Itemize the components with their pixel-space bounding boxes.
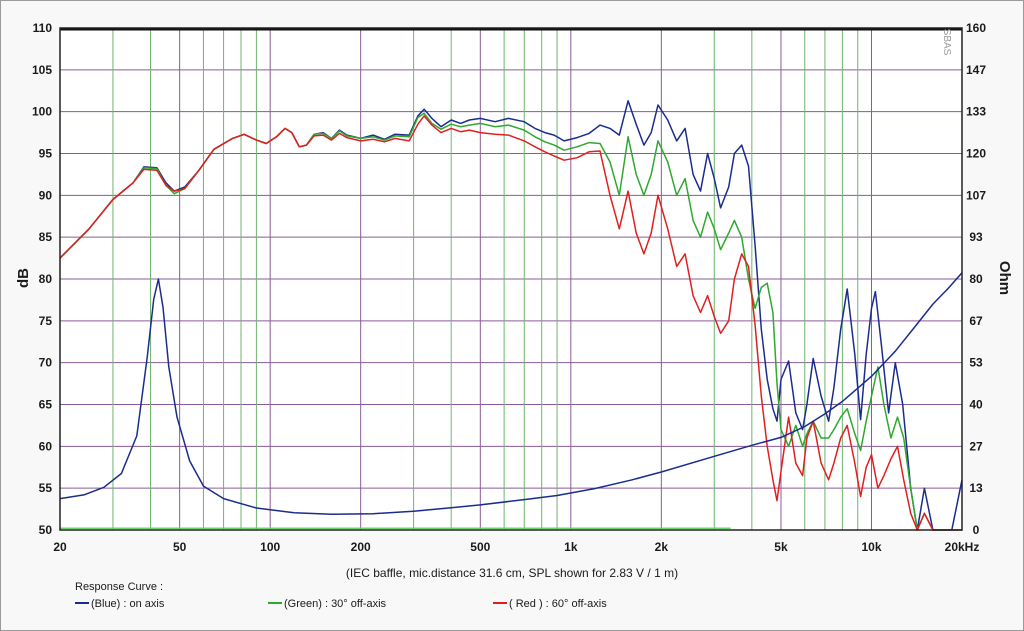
x-tick-label: 1k [564,540,578,554]
x-tick-label: 2k [655,540,669,554]
grid [59,27,963,531]
y2-tick-label: 40 [969,398,983,412]
tick-labels: 20 50 100 200 500 1k 2k 5k 10k 20kHz5055606570758… [32,21,986,554]
y-tick-label: 60 [39,439,53,453]
legend-entry-label: ( Red ) : 60° off-axis [509,598,607,610]
y2-tick-label: 133 [966,105,986,119]
y-tick-label: 55 [39,481,53,495]
y2-tick-label: 120 [966,147,986,161]
legend: (Blue) : on axis (Green) : 30° off-axis ( … [75,598,607,610]
y2-tick-label: 160 [966,21,986,35]
y-tick-label: 65 [39,398,53,412]
x-tick-label: 5k [774,540,788,554]
y-tick-label: 100 [32,105,52,119]
y-tick-label: 95 [39,147,53,161]
y2-tick-label: 27 [969,439,983,453]
series-line-3 [59,115,962,531]
plot-border [59,27,963,531]
x-tick-label: 500 [470,540,490,554]
legend-entry-label: (Blue) : on axis [91,598,165,610]
y2-tick-label: 13 [969,481,983,495]
legend-entry-label: (Green) : 30° off-axis [284,598,387,610]
y2-tick-label: 0 [973,523,980,537]
x-tick-label: 20 [53,540,67,554]
y2-axis-label: Ohm [996,261,1013,295]
y-tick-label: 110 [33,21,53,35]
x-tick-label: 100 [260,540,280,554]
legend-title: Response Curve : [75,581,163,593]
x-axis-caption: (IEC baffle, mic.distance 31.6 cm, SPL s… [346,566,678,580]
y2-tick-label: 93 [969,230,983,244]
y-tick-label: 50 [39,523,53,537]
y-tick-label: 70 [39,356,53,370]
y2-tick-label: 53 [969,356,983,370]
y-tick-label: 105 [32,63,52,77]
x-tick-label: 10k [861,540,881,554]
y-axis-label: dB [15,268,32,288]
series-layer [59,100,963,531]
x-tick-label: 50 [173,540,187,554]
x-tick-label: 20kHz [945,540,980,554]
y-tick-label: 75 [39,314,53,328]
y2-tick-label: 80 [969,272,983,286]
y2-tick-label: 147 [966,63,986,77]
series-line-4 [59,272,963,516]
y2-tick-label: 107 [966,188,986,202]
y-tick-label: 85 [39,230,53,244]
y2-tick-label: 67 [969,314,983,328]
x-tick-label: 200 [351,540,371,554]
watermark-text: SBAS [941,29,952,56]
y-tick-label: 80 [39,272,53,286]
y-tick-label: 90 [39,188,53,202]
